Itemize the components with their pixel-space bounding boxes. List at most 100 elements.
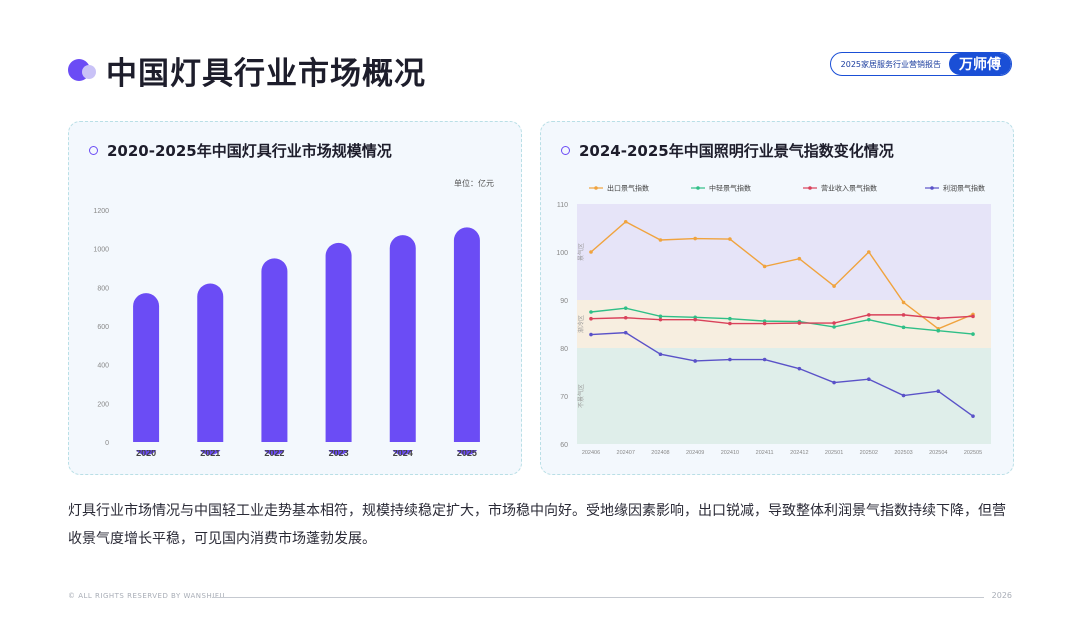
legend-label: 出口景气指数 [607,184,649,193]
bar-x-tick-label: 2023 [329,448,349,458]
data-point [832,284,836,288]
bar-y-tick-label: 1200 [93,208,109,215]
line-y-tick-label: 60 [560,442,568,449]
data-point [589,250,593,254]
data-point [728,321,732,326]
data-point [936,389,941,394]
series-line [590,331,974,417]
bar [453,227,480,455]
data-point [867,313,871,317]
bar-y-tick-label: 0 [105,440,109,447]
data-point [971,332,975,336]
summary-paragraph: 灯具行业市场情况与中国轻工业走势基本相符，规模持续稳定扩大，市场稳中向好。受地缘… [68,503,1006,547]
footer-year: 2026 [991,591,1012,600]
series-line [590,220,974,330]
line-y-tick-label: 70 [560,394,568,401]
data-point [762,321,767,326]
data-point [867,377,871,381]
data-point [762,357,767,362]
data-point [658,352,663,357]
data-point [936,316,941,321]
bar-y-tick-label: 400 [97,363,109,370]
bar-chart-title: 2020-2025年中国灯具行业市场规模情况 [89,140,392,161]
ring-bullet-icon [89,146,98,155]
data-point [832,325,836,329]
data-point [693,236,697,241]
data-point [762,264,767,269]
brand-report-label: 2025家居服务行业营销报告 [840,59,941,69]
legend-marker [594,186,598,190]
bar-baseline-mask [114,442,499,450]
line-x-tick-label: 202412 [790,450,808,456]
data-point [936,328,941,333]
data-point [901,300,906,305]
title-bullet-shadow-icon [82,65,96,79]
bar-x-tick-label: 2021 [200,448,220,458]
bar-y-tick-label: 200 [97,401,109,408]
line-y-tick-label: 80 [560,346,568,353]
bar-x-tick-label: 2022 [264,448,284,458]
data-point [728,357,732,362]
bar-chart-title-text: 2020-2025年中国灯具行业市场规模情况 [107,142,392,160]
series-line [590,307,974,335]
data-point [867,317,871,322]
line-x-tick-label: 202502 [860,450,878,456]
data-point [797,366,802,371]
data-point [658,317,663,322]
line-chart-title: 2024-2025年中国照明行业景气指数变化情况 [561,140,894,161]
legend-label: 中轻景气指数 [709,184,751,193]
bar [133,293,160,455]
bar [197,283,224,455]
line-y-tick-label: 100 [556,250,568,257]
brand-badge: 2025家居服务行业营销报告 万师傅 [829,52,1012,76]
data-point [589,316,593,321]
data-point [832,380,836,385]
bar-y-tick-label: 600 [97,324,109,331]
line-x-tick-label: 202501 [825,450,843,456]
line-x-tick-label: 202411 [756,450,774,456]
bar-chart-panel: 单位：亿元 0 200 400 600 800 1000 1200 2020 2021 2022 20… [68,121,522,475]
data-point [867,250,871,254]
zone-label: 景气区 [577,243,585,261]
data-point [623,306,628,310]
legend-label: 利润景气指数 [943,184,985,193]
zone-band [577,204,991,300]
data-point [971,414,975,418]
bar-chart-unit-label: 单位：亿元 [454,178,494,188]
line-x-tick-label: 202409 [686,450,704,456]
data-point [623,219,628,224]
data-point [971,314,975,319]
bar-y-tick-label: 800 [97,285,109,292]
line-x-tick-label: 202503 [894,450,912,456]
data-point [797,256,802,261]
bar-chart: 单位：亿元 0 200 400 600 800 1000 1200 2020 2021 2022 20… [93,178,499,458]
zone-label: 不景气区 [577,384,585,408]
line-y-tick-label: 90 [560,298,568,305]
series-line [590,314,974,325]
data-point [901,325,906,330]
zone-band [577,300,991,348]
data-point [589,310,593,314]
bar-x-tick-label: 2020 [136,448,156,458]
line-y-tick-label: 110 [557,202,568,209]
brand-logo: 万师傅 [949,53,1011,75]
footer-copyright: © ALL RIGHTS RESERVED BY WANSHIFU [68,592,225,600]
data-point [728,316,732,321]
data-point [797,321,802,325]
legend-label: 营业收入景气指数 [821,184,877,193]
data-point [623,330,628,335]
data-point [901,393,906,398]
legend-marker [696,186,700,190]
data-point [589,332,593,337]
bar [325,242,352,455]
line-x-tick-label: 202410 [721,450,739,456]
line-chart-panel: 景气区 渐冷区 不景气区 60 70 80 90 100 110 202406 202407 2024… [540,121,1014,475]
zone-band [577,348,991,444]
bar [389,235,416,455]
line-chart-title-text: 2024-2025年中国照明行业景气指数变化情况 [579,142,894,160]
data-point [728,237,732,241]
zone-label: 渐冷区 [577,315,585,333]
legend-marker [930,186,934,190]
bar-x-tick-label: 2025 [457,448,477,458]
